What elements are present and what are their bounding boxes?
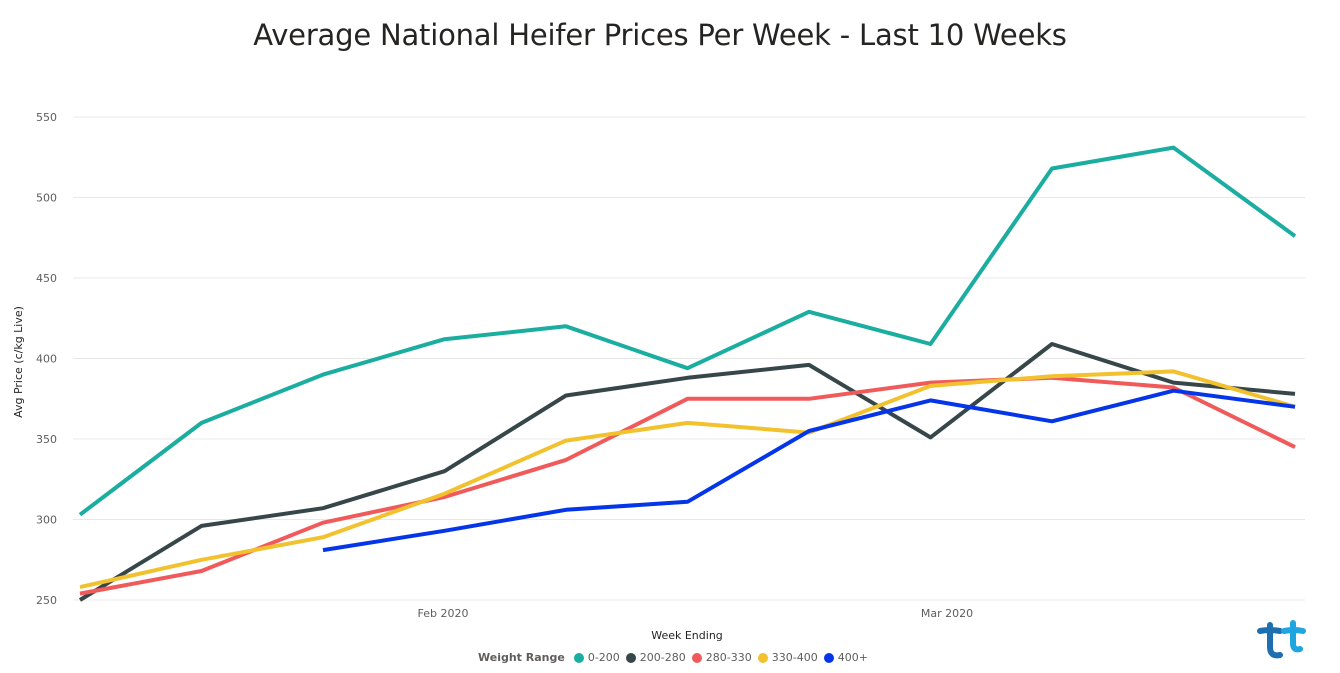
series-lines (78, 145, 1297, 602)
series-line-0-200[interactable] (78, 145, 1297, 517)
legend-marker-icon (691, 652, 702, 663)
series-line-200-280[interactable] (78, 342, 1296, 602)
legend-title: Weight Range (478, 651, 565, 664)
series-line-400+[interactable] (322, 388, 1296, 553)
legend-item-280-330[interactable]: 280-330 (691, 651, 752, 664)
series-line-330-400[interactable] (79, 369, 1296, 590)
chart-title: Average National Heifer Prices Per Week … (253, 18, 1067, 52)
legend-marker-icon (757, 652, 768, 663)
x-tick-label: Mar 2020 (921, 607, 973, 620)
legend-marker-icon (573, 652, 584, 663)
legend: Weight Range 0-200 200-280 280-330 330-400 4… (478, 651, 874, 664)
legend-item-400+[interactable]: 400+ (823, 651, 868, 664)
x-tick-label: Feb 2020 (418, 607, 469, 620)
legend-item-200-280[interactable]: 200-280 (625, 651, 686, 664)
legend-marker-icon (625, 652, 636, 663)
legend-item-330-400[interactable]: 330-400 (757, 651, 818, 664)
y-tick-label: 500 (36, 192, 57, 205)
legend-label: 200-280 (639, 651, 686, 664)
y-tick-label: 300 (36, 514, 57, 527)
brand-logo-icon (1257, 620, 1306, 659)
y-tick-label: 550 (36, 111, 57, 124)
legend-label: 0-200 (587, 651, 620, 664)
legend-label: 280-330 (705, 651, 752, 664)
legend-item-0-200[interactable]: 0-200 (573, 651, 620, 664)
legend-marker-icon (823, 652, 834, 663)
y-tick-label: 250 (36, 594, 57, 607)
series-line-280-330[interactable] (79, 375, 1296, 596)
gridlines (73, 116, 1305, 601)
legend-items: 0-200 200-280 280-330 330-400 400+ (573, 651, 874, 664)
y-tick-label: 400 (36, 353, 57, 366)
x-axis-ticks: Feb 2020 Mar 2020 (418, 607, 974, 620)
y-tick-label: 450 (36, 272, 57, 285)
x-axis-title: Week Ending (651, 629, 723, 642)
y-axis-ticks: 250 300 350 400 450 500 550 (36, 111, 57, 607)
legend-label: 400+ (837, 651, 868, 664)
y-tick-label: 350 (36, 433, 57, 446)
legend-label: 330-400 (771, 651, 818, 664)
y-axis-title: Avg Price (c/kg Live) (12, 306, 25, 418)
